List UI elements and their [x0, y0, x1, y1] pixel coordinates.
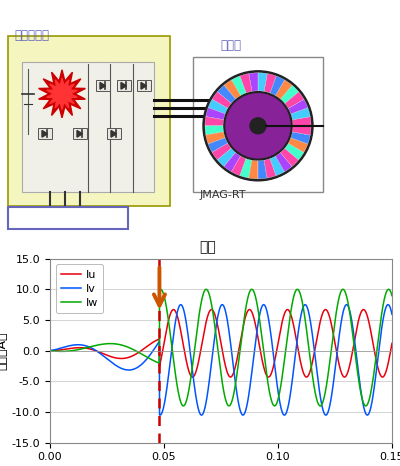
- Wedge shape: [240, 159, 252, 178]
- Wedge shape: [280, 85, 299, 103]
- Polygon shape: [141, 82, 146, 89]
- Iv: [282, 412, 287, 418]
- Polygon shape: [42, 130, 47, 137]
- Iw: [191, 353, 196, 358]
- Text: インバータ: インバータ: [14, 29, 49, 42]
- Iu: [362, 308, 367, 313]
- Iu: [48, 348, 52, 353]
- Wedge shape: [285, 92, 304, 108]
- Wedge shape: [224, 80, 240, 99]
- Iv: [344, 302, 349, 308]
- Iv: [296, 327, 301, 333]
- FancyBboxPatch shape: [38, 129, 52, 139]
- Iu: [296, 350, 301, 355]
- Iw: [379, 311, 384, 317]
- Wedge shape: [288, 138, 308, 152]
- Iu: [194, 367, 199, 373]
- Line: Iu: Iu: [50, 309, 392, 377]
- Iw: [390, 293, 394, 298]
- Wedge shape: [291, 132, 310, 144]
- Wedge shape: [292, 126, 311, 135]
- Wedge shape: [258, 73, 267, 91]
- Polygon shape: [77, 130, 82, 137]
- Wedge shape: [232, 76, 246, 96]
- FancyBboxPatch shape: [138, 81, 150, 91]
- Iw: [296, 288, 301, 293]
- Circle shape: [226, 94, 290, 158]
- Iw: [362, 402, 367, 408]
- Polygon shape: [121, 82, 126, 89]
- Text: JMAG-RT: JMAG-RT: [200, 190, 247, 200]
- Wedge shape: [291, 108, 310, 120]
- FancyBboxPatch shape: [8, 36, 170, 206]
- Wedge shape: [217, 148, 236, 166]
- Wedge shape: [288, 99, 308, 114]
- Wedge shape: [249, 160, 258, 179]
- Text: モータ: モータ: [220, 39, 241, 52]
- Iu: [210, 307, 215, 313]
- Wedge shape: [206, 132, 225, 144]
- Y-axis label: 電流（A）: 電流（A）: [0, 331, 9, 370]
- Wedge shape: [249, 73, 258, 91]
- Iu: [171, 307, 176, 312]
- Iw: [48, 348, 52, 353]
- Wedge shape: [240, 74, 252, 93]
- Wedge shape: [292, 116, 311, 126]
- Iu: [191, 374, 196, 379]
- Iv: [362, 408, 367, 413]
- Iv: [48, 348, 52, 353]
- Wedge shape: [212, 144, 231, 160]
- Iv: [210, 352, 215, 357]
- Wedge shape: [270, 76, 284, 96]
- FancyBboxPatch shape: [193, 57, 323, 192]
- Circle shape: [203, 71, 313, 181]
- Legend: Iu, Iv, Iw: Iu, Iv, Iw: [56, 264, 104, 313]
- Polygon shape: [100, 82, 106, 89]
- Wedge shape: [217, 85, 236, 103]
- Wedge shape: [205, 116, 224, 126]
- Wedge shape: [258, 160, 267, 179]
- Line: Iv: Iv: [50, 305, 392, 415]
- Wedge shape: [232, 156, 246, 176]
- Wedge shape: [264, 74, 276, 93]
- Iv: [191, 378, 196, 384]
- Wedge shape: [270, 156, 284, 176]
- Iw: [272, 403, 277, 409]
- Text: ECU: ECU: [55, 211, 81, 224]
- Wedge shape: [212, 92, 231, 108]
- Line: Iw: Iw: [50, 289, 392, 406]
- FancyBboxPatch shape: [8, 207, 128, 229]
- Iw: [194, 331, 199, 337]
- Circle shape: [250, 118, 266, 134]
- Polygon shape: [111, 130, 116, 137]
- Wedge shape: [276, 80, 292, 99]
- FancyBboxPatch shape: [107, 129, 121, 139]
- Wedge shape: [224, 153, 240, 171]
- Iv: [194, 397, 199, 402]
- Polygon shape: [39, 70, 85, 118]
- Wedge shape: [285, 144, 304, 160]
- Iv: [390, 311, 394, 317]
- Iu: [266, 374, 271, 380]
- Iu: [379, 374, 384, 379]
- Iv: [379, 326, 384, 331]
- Wedge shape: [208, 138, 228, 152]
- Iw: [158, 287, 163, 292]
- Wedge shape: [280, 148, 299, 166]
- FancyBboxPatch shape: [118, 81, 130, 91]
- Iw: [210, 308, 215, 313]
- Wedge shape: [205, 126, 224, 135]
- Wedge shape: [276, 153, 292, 171]
- Wedge shape: [264, 159, 276, 178]
- Iu: [390, 341, 394, 346]
- FancyBboxPatch shape: [96, 81, 110, 91]
- Wedge shape: [208, 99, 228, 114]
- Wedge shape: [206, 108, 225, 120]
- FancyBboxPatch shape: [74, 129, 87, 139]
- FancyBboxPatch shape: [22, 62, 154, 192]
- Polygon shape: [47, 78, 77, 110]
- Text: 故障: 故障: [200, 240, 216, 254]
